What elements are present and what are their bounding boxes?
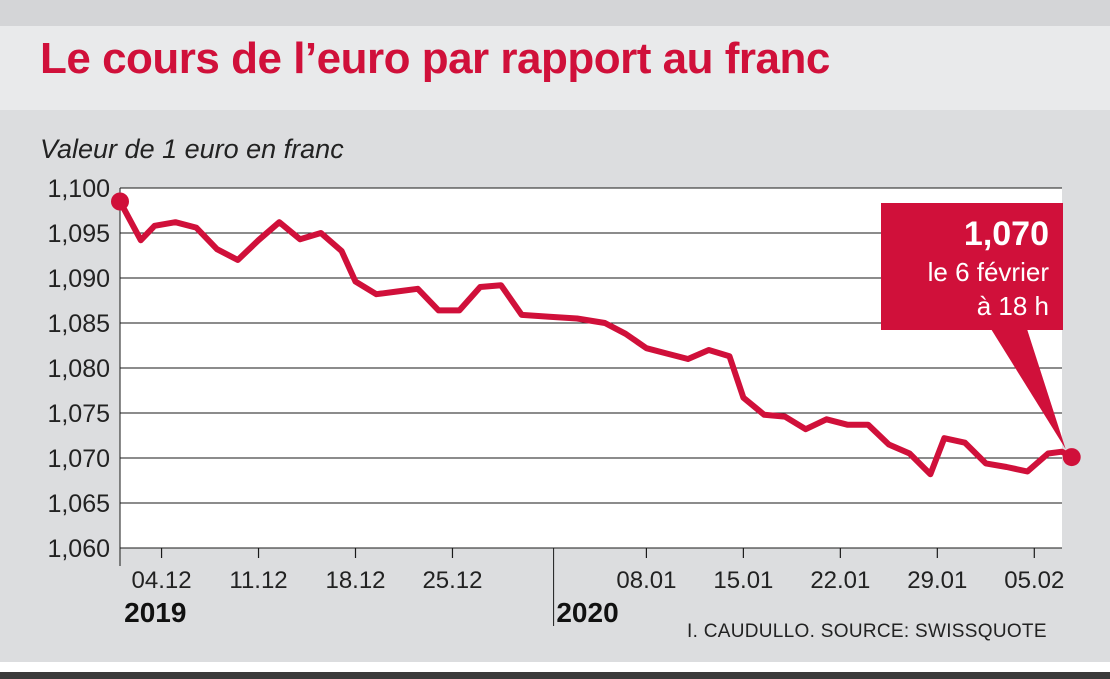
source-credit: I. CAUDULLO. SOURCE: SWISSQUOTE <box>687 621 1047 642</box>
y-tick-label: 1,085 <box>47 310 110 338</box>
callout-value: 1,070 <box>964 215 1049 253</box>
x-tick-label: 22.01 <box>810 567 870 594</box>
callout-date: le 6 février <box>928 257 1050 287</box>
callout-time: à 18 h <box>977 291 1049 321</box>
start-point-marker <box>111 192 129 211</box>
x-tick-label: 15.01 <box>713 567 773 594</box>
y-tick-label: 1,080 <box>47 355 110 383</box>
x-tick-label: 25.12 <box>422 567 482 594</box>
x-tick-label: 29.01 <box>907 567 967 594</box>
callout-pointer <box>991 329 1066 450</box>
callout-box <box>881 203 1063 330</box>
top-strip <box>0 0 1110 26</box>
end-point-marker <box>1062 448 1081 467</box>
y-axis-title: Valeur de 1 euro en franc <box>40 134 344 164</box>
gridlines <box>119 187 1062 566</box>
x-tick-label: 05.02 <box>1004 567 1064 594</box>
x-tick-label: 18.12 <box>325 567 385 594</box>
y-tick-label: 1,075 <box>47 400 110 428</box>
year-label: 2019 <box>124 597 186 628</box>
x-tick-label: 11.12 <box>229 567 287 594</box>
y-tick-label: 1,065 <box>47 490 110 518</box>
y-tick-label: 1,090 <box>47 265 110 293</box>
y-tick-label: 1,100 <box>47 175 110 203</box>
y-tick-label: 1,095 <box>47 220 110 248</box>
x-axis-ticks: 04.12 11.12 18.12 25.12 08.01 15.01 22.01 29.01… <box>124 548 1064 628</box>
x-tick-label: 04.12 <box>132 567 192 594</box>
bottom-rule <box>0 672 1110 679</box>
annotation-callout: 1,070 le 6 février à 18 h <box>881 203 1066 450</box>
y-tick-label: 1,060 <box>47 535 110 563</box>
chart-title: Le cours de l’euro par rapport au franc <box>40 34 830 83</box>
y-axis-tick-labels: 1,060 1,065 1,070 1,075 1,080 1,085 1,090 1,095… <box>47 175 110 563</box>
series-layer <box>111 192 1081 478</box>
header <box>0 26 1110 110</box>
series-line <box>117 198 1075 478</box>
year-label: 2020 <box>556 597 618 628</box>
y-tick-label: 1,070 <box>47 445 110 473</box>
x-tick-label: 08.01 <box>616 567 676 594</box>
